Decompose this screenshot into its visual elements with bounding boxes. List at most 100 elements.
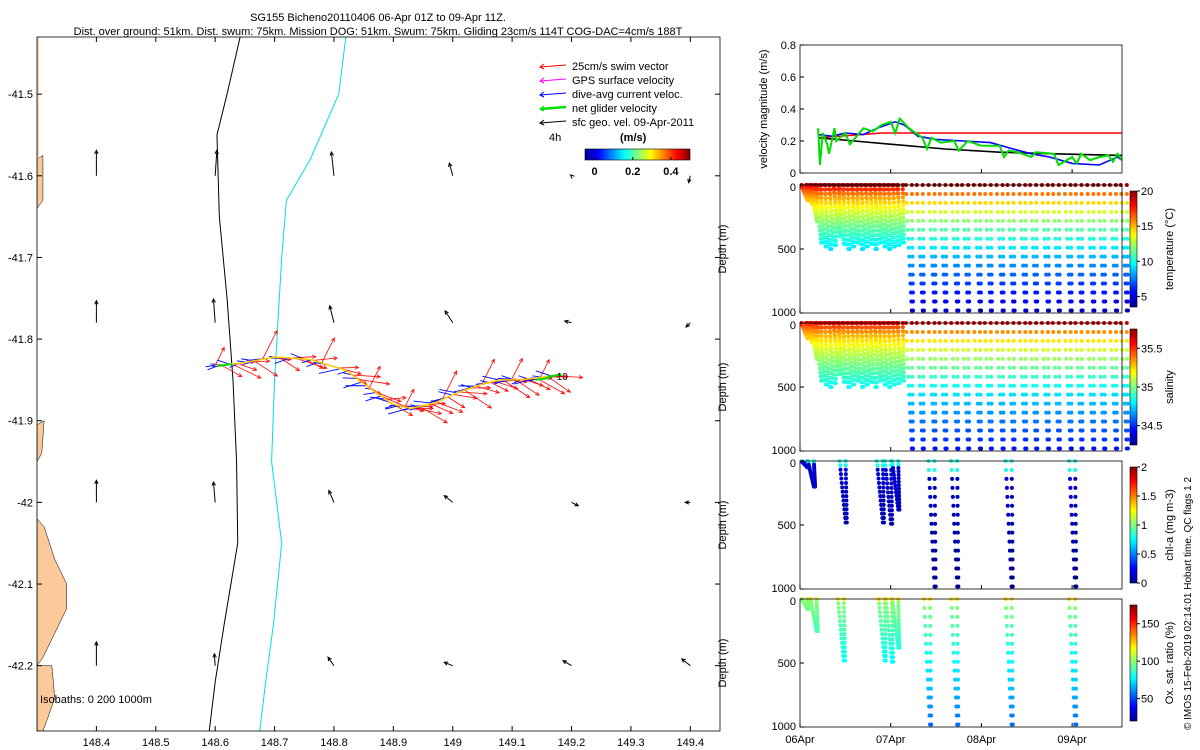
geo-vector: [327, 656, 335, 666]
profile-point: [829, 351, 834, 356]
depth-axis-label: Depth (m): [717, 225, 729, 274]
profile-point: [855, 196, 860, 201]
profile-point: [842, 627, 847, 632]
profile-point: [1120, 218, 1125, 223]
profile-point: [1080, 392, 1085, 397]
profile-point: [886, 494, 891, 499]
profile-point: [879, 209, 884, 214]
profile-point: [1009, 401, 1014, 406]
swim-vector-head: [545, 386, 551, 390]
profile-point: [1089, 401, 1094, 406]
profile-point: [1092, 263, 1097, 268]
profile-point: [932, 227, 937, 232]
land-polygon: [37, 420, 45, 463]
swim-vector-shaft: [386, 397, 407, 400]
geo-vector: [212, 652, 217, 666]
profile-point: [1054, 263, 1059, 268]
profile-point: [880, 356, 885, 361]
profile-point: [963, 383, 968, 388]
profile-point: [1040, 338, 1045, 343]
swim-vector-shaft: [430, 403, 453, 414]
profile-point: [1028, 200, 1033, 205]
profile-point: [960, 329, 965, 334]
profile-point: [1001, 428, 1006, 433]
profile-point: [837, 195, 842, 200]
profile-point: [901, 341, 906, 346]
profile-point: [1076, 245, 1081, 250]
profile-point: [963, 401, 968, 406]
geo-vector: [328, 304, 335, 323]
profile-point: [1122, 254, 1127, 259]
profile-point: [928, 686, 933, 691]
profile-point: [884, 219, 889, 224]
profile-point: [864, 199, 869, 204]
profile-point: [1068, 347, 1073, 352]
profile-point: [1070, 659, 1075, 664]
profile-point: [939, 374, 944, 379]
profile-point: [1073, 539, 1078, 544]
profile-point: [1018, 200, 1023, 205]
legend-swatch: [539, 92, 567, 96]
profile-point: [1114, 392, 1119, 397]
profile-point: [928, 218, 933, 223]
profile-point: [840, 489, 845, 494]
profile-point: [893, 213, 898, 218]
profile-point: [963, 245, 968, 250]
swim-vector-shaft: [357, 378, 390, 385]
geo-vector: [329, 150, 335, 176]
swim-vectors: [214, 329, 584, 424]
geo-vector: [211, 480, 216, 503]
profile-point: [978, 374, 983, 379]
swim-vector-shaft: [374, 391, 402, 403]
profile-point: [1046, 236, 1051, 241]
geo-vector: [569, 174, 575, 179]
profile-point: [1068, 494, 1073, 499]
profile-point: [1068, 218, 1073, 223]
profile-point: [1102, 401, 1107, 406]
profile-point: [955, 521, 960, 526]
profile-point: [967, 281, 972, 286]
profile-point: [955, 347, 960, 352]
profile-point: [1046, 218, 1051, 223]
profile-point: [1046, 410, 1051, 415]
profile-point: [1102, 245, 1107, 250]
profile-point: [845, 325, 850, 330]
profile-point: [844, 489, 849, 494]
profile-point: [1073, 329, 1078, 334]
profile-point: [1024, 428, 1029, 433]
profile-point: [1077, 263, 1082, 268]
depth-tick-label: 500: [778, 382, 796, 394]
dac-vector: [375, 397, 391, 403]
profile-point: [1099, 263, 1104, 268]
profile-point: [878, 338, 883, 343]
profile-point: [998, 401, 1003, 406]
profile-point: [855, 334, 860, 339]
profile-point: [883, 343, 888, 348]
profile-point: [1068, 329, 1073, 334]
profile-point: [884, 472, 889, 477]
profile-point: [1019, 374, 1024, 379]
swim-vector-head: [311, 354, 317, 359]
swim-vector: [279, 357, 301, 372]
profile-point: [890, 521, 895, 526]
geo-vector-head: [327, 656, 332, 662]
profile-point: [1125, 281, 1130, 286]
profile-point: [855, 339, 860, 344]
profile-point: [1051, 329, 1056, 334]
profile-point: [933, 374, 938, 379]
profile-point: [823, 201, 828, 206]
profile-point: [932, 329, 937, 334]
profile-point: [1103, 446, 1108, 451]
profile-point: [1066, 254, 1071, 259]
geo-vector: [680, 658, 691, 667]
profile-point: [1057, 392, 1062, 397]
profile-point: [901, 353, 906, 358]
profile-point: [1102, 410, 1107, 415]
profile-point: [1114, 263, 1119, 268]
profile-point: [921, 383, 926, 388]
profile-point: [967, 428, 972, 433]
profile-point: [1007, 218, 1012, 223]
profile-point: [1125, 401, 1130, 406]
dac-vector: [363, 392, 377, 395]
profile-point: [951, 650, 956, 655]
